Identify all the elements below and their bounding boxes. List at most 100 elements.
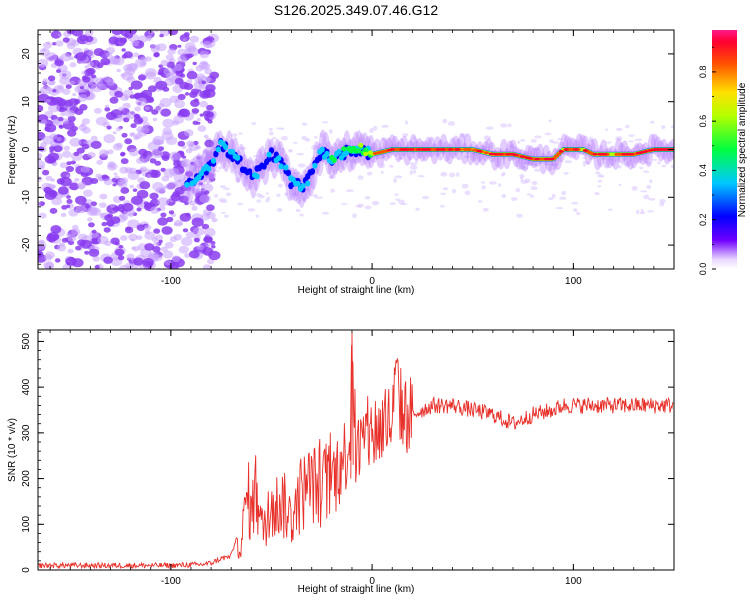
spectrogram-noise-blob: [161, 155, 170, 161]
spectrogram-faint-blob: [558, 196, 567, 200]
spectrogram-faint-blob: [625, 124, 630, 129]
spectrogram-noise-blob: [76, 147, 85, 154]
spectrogram-noise-blob: [193, 155, 203, 163]
spectrogram-faint-blob: [394, 193, 399, 196]
spectrogram-xlabel: Height of straight line (km): [298, 285, 415, 296]
spectrogram-faint-blob: [526, 193, 533, 196]
spectrogram-faint-blob: [396, 157, 405, 160]
spectrogram-faint-blob: [258, 194, 265, 199]
spectrogram-faint-blob: [453, 155, 457, 159]
spectrogram-noise-blob: [192, 227, 205, 237]
spectrogram-noise-blob: [79, 86, 85, 90]
spectrogram-noise-blob: [65, 109, 75, 118]
spectrogram-noise-blob: [42, 78, 49, 83]
spectrogram-noise-blob: [159, 97, 172, 108]
spectrogram-noise-blob: [166, 216, 174, 223]
spectrogram-noise-blob: [204, 68, 213, 75]
spectrogram-noise-blob: [173, 63, 183, 72]
spectrogram-noise-blob: [94, 265, 100, 269]
spectrogram-faint-blob: [531, 180, 538, 186]
spectrogram-faint-blob: [483, 135, 491, 141]
spectrogram-noise-blob: [205, 242, 212, 248]
spectrogram-noise-blob: [66, 234, 77, 242]
spectrogram-noise-blob: [122, 102, 131, 110]
spectrogram-faint-blob: [573, 208, 578, 213]
spectrogram-faint-blob: [321, 211, 330, 215]
spectrogram-faint-blob: [346, 189, 354, 193]
signal-core: [447, 148, 453, 151]
signal-core: [341, 146, 347, 152]
spectrogram-noise-blob: [182, 228, 189, 233]
spectrogram-noise-blob: [66, 161, 72, 166]
spectrogram-noise-blob: [175, 98, 180, 102]
spectrogram-noise-blob: [117, 114, 123, 119]
spectrogram-noise-blob: [203, 227, 216, 237]
spectrogram-noise-blob: [144, 224, 152, 231]
signal-core: [582, 149, 589, 152]
spectrogram-faint-blob: [595, 171, 601, 175]
spectrogram-x-axis: -100 0 100: [49, 30, 675, 287]
spectrogram-noise-blob: [81, 118, 91, 125]
spectrogram-noise-blob: [143, 201, 149, 206]
spectrogram-noise-blob: [162, 118, 175, 128]
spectrogram-noise-blob: [120, 235, 128, 241]
spectrogram-faint-blob: [520, 179, 528, 184]
spectrogram-noise-blob: [74, 177, 80, 182]
spectrogram-faint-blob: [352, 213, 357, 219]
signal-core: [573, 148, 579, 151]
spectrogram-noise-blob: [161, 226, 173, 235]
x-tick-label: -100: [161, 576, 181, 587]
signal-core: [466, 148, 473, 151]
signal-core: [408, 148, 415, 151]
spectrogram-noise-blob: [86, 207, 98, 216]
spectrogram-faint-blob: [501, 193, 507, 198]
spectrogram-faint-blob: [276, 208, 283, 212]
spectrogram-faint-blob: [381, 163, 385, 169]
spectrogram-noise-blob: [120, 214, 129, 221]
signal-core: [498, 153, 504, 156]
spectrogram-noise-blob: [65, 84, 72, 89]
signal-core: [295, 180, 301, 187]
y-tick-label: 20: [21, 48, 32, 60]
spectrogram-faint-blob: [461, 183, 469, 189]
spectrogram-noise-blob: [108, 36, 119, 45]
spectrogram-noise-blob: [151, 109, 159, 115]
spectrogram-noise-blob: [181, 158, 192, 167]
spectrogram-faint-blob: [315, 168, 319, 171]
spectrogram-noise-blob: [50, 225, 62, 234]
spectrogram-faint-blob: [394, 175, 403, 179]
spectrogram-noise-blob: [115, 43, 120, 47]
spectrogram-noise-blob: [47, 75, 56, 82]
spectrogram-noise-blob: [119, 166, 129, 174]
signal-core: [363, 151, 369, 157]
spectrogram-noise-blob: [199, 113, 204, 117]
spectrogram-noise-blob: [88, 49, 93, 53]
spectrogram-noise-blob: [133, 257, 144, 266]
spectrogram-noise-blob: [188, 250, 200, 259]
spectrogram-noise-blob: [115, 142, 123, 149]
spectrogram-noise-blob: [151, 148, 164, 159]
y-tick-label: 300: [21, 424, 32, 441]
signal-core: [319, 146, 325, 153]
spectrogram-faint-blob: [312, 194, 318, 198]
spectrogram-noise-blob: [114, 90, 124, 98]
signal-core: [206, 165, 212, 172]
spectrogram-faint-blob: [482, 208, 489, 212]
spectrogram-faint-blob: [628, 134, 635, 138]
spectrogram-noise-blob: [201, 223, 210, 230]
spectrogram-noise-blob: [42, 169, 50, 176]
spectrogram-faint-blob: [638, 157, 644, 160]
colorbar-ticks: 0.0 0.2 0.4 0.6 0.8: [698, 46, 716, 275]
signal-core: [278, 163, 284, 170]
spectrogram-noise-blob: [206, 204, 215, 211]
spectrogram-noise-blob: [158, 146, 165, 151]
spectrogram-noise-blob: [75, 195, 87, 205]
spectrogram-noise-blob: [57, 244, 67, 252]
spectrogram-noise-blob: [61, 205, 68, 210]
spectrogram-noise-blob: [38, 212, 47, 219]
signal-core: [602, 153, 608, 156]
spectrogram-faint-blob: [218, 198, 227, 202]
spectrogram-noise-blob: [38, 201, 46, 207]
spectrogram-faint-blob: [349, 159, 357, 164]
spectrogram-faint-blob: [380, 170, 384, 175]
